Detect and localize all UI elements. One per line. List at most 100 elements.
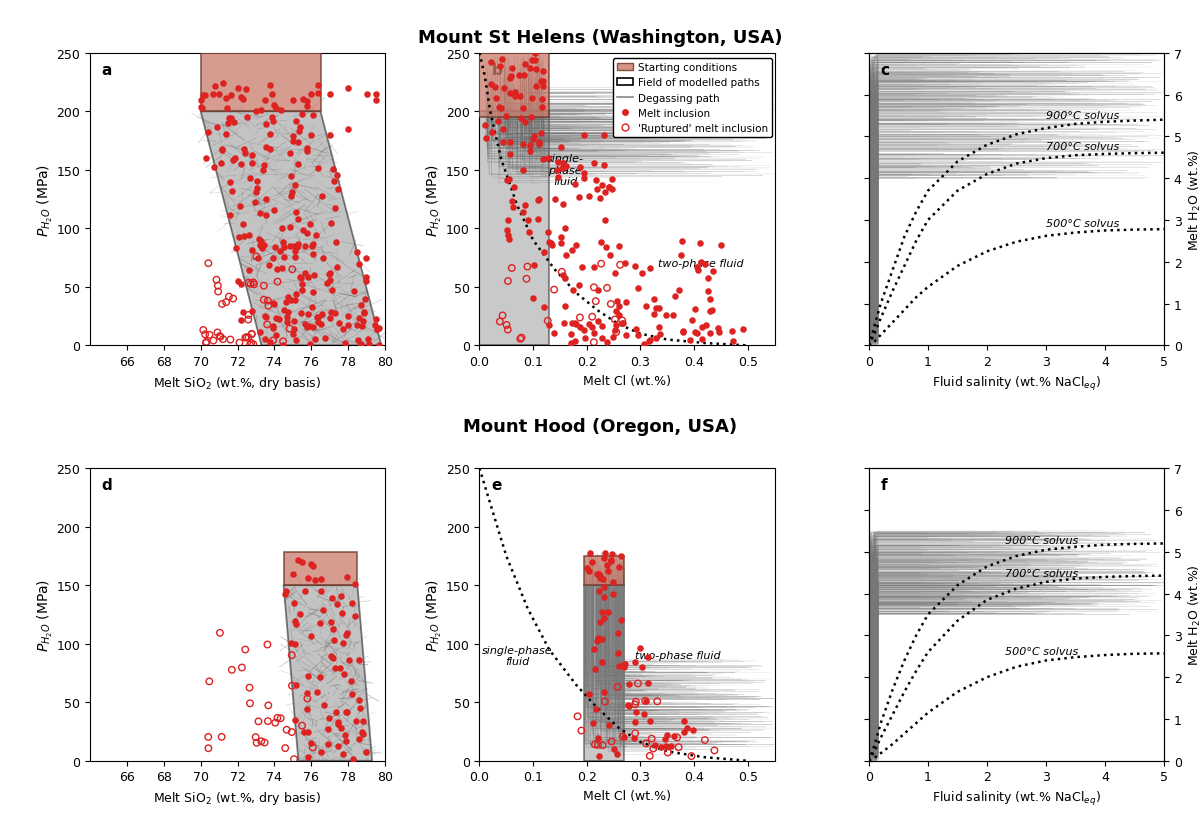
Point	[638, 651, 658, 664]
Point	[224, 117, 244, 130]
Point	[493, 309, 512, 323]
Point	[240, 264, 259, 277]
Point	[320, 129, 340, 142]
Point	[590, 571, 610, 585]
Point	[265, 716, 284, 729]
Point	[594, 611, 613, 624]
Point	[301, 736, 320, 749]
Point	[646, 332, 665, 345]
Point	[588, 739, 607, 752]
Point	[263, 251, 282, 265]
Point	[298, 146, 317, 159]
Point	[340, 653, 359, 667]
Point	[293, 224, 312, 237]
Point	[533, 101, 552, 114]
Point	[590, 570, 610, 583]
Point	[348, 334, 367, 347]
Point	[539, 319, 558, 332]
Point	[595, 186, 614, 199]
Point	[325, 203, 344, 216]
Point	[526, 47, 545, 60]
Point	[655, 733, 674, 746]
Point	[209, 280, 228, 293]
Point	[336, 734, 355, 748]
Point	[260, 143, 280, 156]
Point	[298, 692, 317, 705]
Point	[200, 329, 220, 342]
Point	[493, 123, 512, 136]
Point	[318, 276, 337, 289]
Point	[612, 314, 631, 327]
Point	[548, 156, 568, 170]
Point	[534, 154, 553, 167]
Point	[344, 285, 364, 299]
Point	[563, 244, 582, 257]
Point	[498, 275, 517, 289]
Point	[299, 669, 318, 682]
Point	[641, 715, 660, 728]
Point	[607, 748, 626, 761]
Point	[569, 280, 588, 293]
Point	[197, 152, 216, 165]
Point	[275, 241, 294, 255]
Point	[533, 93, 552, 107]
Point	[263, 322, 282, 335]
X-axis label: Fluid salinity (wt.% NaCl$_{eq}$): Fluid salinity (wt.% NaCl$_{eq}$)	[932, 374, 1100, 392]
Point	[600, 249, 619, 262]
Point	[311, 671, 330, 684]
Point	[589, 568, 608, 581]
Point	[294, 726, 313, 739]
Point	[347, 246, 366, 260]
Point	[268, 275, 287, 289]
Point	[284, 753, 304, 766]
Point	[319, 711, 338, 724]
Point	[259, 299, 278, 313]
Point	[568, 710, 587, 723]
Point	[323, 592, 342, 605]
Point	[553, 158, 572, 171]
Point	[247, 175, 266, 189]
Point	[600, 181, 619, 194]
Point	[337, 627, 356, 640]
Point	[688, 327, 707, 340]
Point	[301, 88, 320, 101]
Point	[616, 329, 635, 342]
Point	[252, 735, 271, 748]
Point	[366, 88, 385, 101]
Point	[556, 272, 575, 285]
Point	[724, 335, 743, 348]
Point	[493, 136, 512, 150]
Point	[242, 149, 262, 162]
Point	[636, 737, 655, 750]
Point	[606, 324, 625, 337]
Point	[337, 706, 356, 719]
Point	[602, 173, 622, 186]
Point	[533, 80, 552, 93]
Point	[287, 241, 306, 254]
Point	[287, 206, 306, 219]
Point	[206, 274, 226, 287]
Point	[604, 588, 623, 601]
Text: 900°C solvus: 900°C solvus	[1004, 536, 1078, 546]
Point	[566, 239, 586, 252]
Point	[338, 82, 358, 95]
Point	[342, 687, 361, 700]
Point	[299, 308, 318, 322]
Point	[580, 565, 599, 578]
Point	[353, 725, 372, 739]
Point	[199, 742, 218, 755]
Point	[335, 667, 354, 681]
Point	[613, 730, 632, 743]
Point	[265, 241, 284, 254]
Point	[239, 332, 258, 345]
Point	[248, 715, 268, 728]
Point	[522, 112, 541, 125]
Point	[281, 221, 300, 234]
Point	[304, 560, 323, 573]
Y-axis label: Melt H$_2$O (wt.%): Melt H$_2$O (wt.%)	[1187, 564, 1200, 666]
Point	[264, 298, 283, 311]
Point	[476, 132, 496, 146]
Point	[625, 698, 644, 711]
Point	[354, 306, 373, 319]
Point	[486, 93, 505, 106]
